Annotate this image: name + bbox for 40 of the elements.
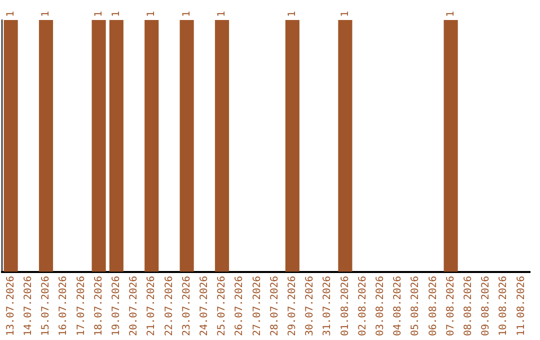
x-tick-label: 07.08.2026 <box>445 276 456 336</box>
data-label: 1 <box>40 10 52 17</box>
x-tick-label: 22.07.2026 <box>164 276 175 336</box>
x-tick-label: 20.07.2026 <box>128 276 140 336</box>
x-tick-label: 26.07.2026 <box>234 276 246 336</box>
x-tick-label: 17.07.2026 <box>76 276 87 336</box>
x-tick-label: 09.08.2026 <box>480 276 492 336</box>
x-tick-label: 02.08.2026 <box>357 276 368 336</box>
x-tick-label: 14.07.2026 <box>22 276 34 336</box>
data-label: 1 <box>181 10 192 17</box>
data-label: 1 <box>146 10 158 17</box>
x-tick-label: 10.08.2026 <box>498 276 510 336</box>
x-tick-label: 29.07.2026 <box>286 276 298 336</box>
x-tick-label: 13.07.2026 <box>5 276 16 336</box>
data-label: 1 <box>110 10 122 17</box>
x-tick-label: 16.07.2026 <box>58 276 70 336</box>
x-tick-label: 18.07.2026 <box>93 276 104 336</box>
x-tick-label: 03.08.2026 <box>374 276 386 336</box>
x-tick-label: 06.08.2026 <box>428 276 439 336</box>
x-tick-label: 25.07.2026 <box>216 276 228 336</box>
data-label: 1 <box>340 10 351 17</box>
x-tick-label: 28.07.2026 <box>269 276 280 336</box>
x-tick-label: 23.07.2026 <box>181 276 192 336</box>
x-tick-label: 24.07.2026 <box>198 276 210 336</box>
x-tick-label: 27.07.2026 <box>252 276 263 336</box>
data-label: 1 <box>216 10 228 17</box>
x-tick-label: 01.08.2026 <box>340 276 351 336</box>
x-tick-label: 31.07.2026 <box>322 276 334 336</box>
data-label: 1 <box>93 10 104 17</box>
data-label: 1 <box>5 10 16 17</box>
x-tick-label: 30.07.2026 <box>304 276 316 336</box>
x-tick-label: 04.08.2026 <box>392 276 404 336</box>
x-tick-label: 15.07.2026 <box>40 276 52 336</box>
x-tick-label: 08.08.2026 <box>462 276 474 336</box>
x-tick-label: 19.07.2026 <box>110 276 122 336</box>
x-tick-label: 11.08.2026 <box>516 276 527 336</box>
data-label: 1 <box>445 10 456 17</box>
x-tick-label: 05.08.2026 <box>410 276 422 336</box>
x-tick-label: 21.07.2026 <box>146 276 158 336</box>
data-label: 1 <box>286 10 298 17</box>
